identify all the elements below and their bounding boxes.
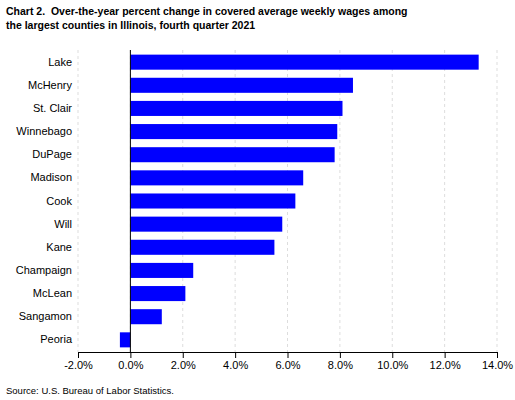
- grid: [78, 50, 497, 352]
- grid-line: [497, 50, 498, 352]
- tick: St. Clair: [33, 102, 78, 114]
- bar: [130, 124, 337, 139]
- bar: [130, 263, 193, 278]
- grid-line: [339, 50, 340, 352]
- tick-mark: [183, 352, 184, 358]
- tick: -2.0%: [64, 352, 93, 371]
- tick-label: McHenry: [28, 79, 73, 91]
- tick: 6.0%: [275, 352, 300, 371]
- bars: [120, 55, 479, 348]
- tick: Kane: [46, 241, 78, 253]
- tick-mark: [497, 352, 498, 358]
- tick-label: Cook: [46, 195, 72, 207]
- tick-mark: [130, 352, 131, 358]
- tick-label: 8.0%: [328, 359, 353, 371]
- grid-line: [444, 50, 445, 352]
- y-axis: Lake McHenry St. Clair Winnebago DuPage Madis…: [16, 56, 78, 346]
- tick: DuPage: [32, 148, 78, 160]
- tick-label: Peoria: [40, 333, 73, 345]
- tick-label: 0.0%: [118, 359, 143, 371]
- tick: Sangamon: [19, 310, 78, 322]
- tick-label: Champaign: [16, 264, 72, 276]
- tick: Peoria: [40, 333, 78, 345]
- tick-mark: [445, 352, 446, 358]
- bar: [130, 170, 303, 185]
- tick: 8.0%: [328, 352, 353, 371]
- source-note: Source: U.S. Bureau of Labor Statistics.: [6, 385, 174, 396]
- tick-label: Sangamon: [19, 310, 72, 322]
- tick: McHenry: [28, 79, 78, 91]
- bar: [130, 240, 274, 255]
- chart: Chart 2. Over-the-year percent change in…: [0, 0, 515, 400]
- tick-mark: [235, 352, 236, 358]
- bar: [130, 78, 353, 93]
- tick-label: -2.0%: [64, 359, 93, 371]
- tick-mark: [288, 352, 289, 358]
- tick: 2.0%: [171, 352, 196, 371]
- plot: -2.0% 0.0% 2.0% 4.0% 6.0% 8.0% 10.0% 12.0% 14.0%…: [16, 50, 514, 371]
- grid-line: [78, 50, 79, 352]
- bar: [130, 147, 334, 162]
- tick: Lake: [48, 56, 78, 68]
- tick: 4.0%: [223, 352, 248, 371]
- x-axis: -2.0% 0.0% 2.0% 4.0% 6.0% 8.0% 10.0% 12.0% 14.0%: [64, 352, 513, 371]
- tick: 10.0%: [377, 352, 408, 371]
- tick-mark: [340, 352, 341, 358]
- bar: [130, 193, 295, 208]
- tick-label: 10.0%: [377, 359, 408, 371]
- grid-line: [130, 50, 131, 352]
- tick-label: Madison: [30, 171, 72, 183]
- axis-line: [79, 353, 498, 359]
- tick: McLean: [33, 287, 78, 299]
- tick-label: 12.0%: [430, 359, 461, 371]
- bar: [130, 101, 342, 116]
- tick: Will: [54, 218, 78, 230]
- tick-label: 2.0%: [171, 359, 196, 371]
- tick: 14.0%: [482, 352, 513, 371]
- tick: Madison: [30, 171, 78, 183]
- tick-label: 4.0%: [223, 359, 248, 371]
- tick-label: McLean: [33, 287, 72, 299]
- tick-label: DuPage: [32, 148, 72, 160]
- tick-mark: [392, 352, 393, 358]
- grid-line: [392, 50, 393, 352]
- tick: Champaign: [16, 264, 78, 276]
- bar: [130, 217, 282, 232]
- tick-mark: [78, 352, 79, 358]
- tick-label: 6.0%: [275, 359, 300, 371]
- bar: [130, 286, 185, 301]
- tick: 12.0%: [430, 352, 461, 371]
- title: Chart 2. Over-the-year percent change in…: [6, 5, 408, 17]
- tick: Cook: [46, 195, 78, 207]
- title: the largest counties in Illinois, fourth…: [6, 19, 255, 31]
- tick-label: St. Clair: [33, 102, 72, 114]
- tick-label: Will: [54, 218, 72, 230]
- bar: [130, 309, 161, 324]
- bar: [130, 55, 478, 70]
- zero-line: [130, 50, 131, 352]
- tick-label: Lake: [48, 56, 72, 68]
- tick-label: 14.0%: [482, 359, 513, 371]
- tick-label: Winnebago: [16, 125, 72, 137]
- bar: [120, 332, 130, 347]
- tick: Winnebago: [16, 125, 78, 137]
- tick-label: Kane: [46, 241, 72, 253]
- tick: 0.0%: [118, 352, 143, 371]
